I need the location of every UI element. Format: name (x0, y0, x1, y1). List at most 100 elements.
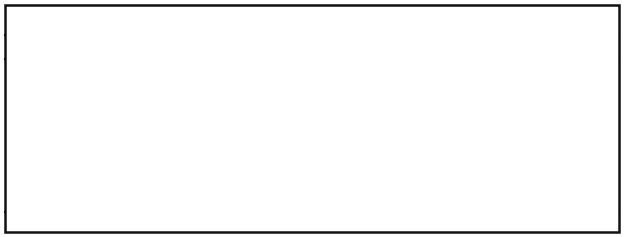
FancyBboxPatch shape (332, 136, 432, 151)
Text: 5.0%: 5.0% (187, 92, 212, 102)
Text: USD/CNH: USD/CNH (19, 199, 71, 209)
Text: 1.2743: 1.2743 (100, 123, 134, 133)
FancyBboxPatch shape (5, 105, 619, 120)
Text: 4.3%: 4.3% (187, 199, 212, 209)
Text: 10.5%: 10.5% (183, 153, 215, 164)
FancyBboxPatch shape (332, 75, 432, 90)
Text: 7.3%: 7.3% (187, 123, 212, 133)
Text: 1.3198 - 1.3406: 1.3198 - 1.3406 (529, 77, 608, 87)
Text: Implied Range: Implied Range (529, 42, 610, 52)
Text: 104.25: 104.25 (100, 92, 134, 102)
Text: USD/MXN: USD/MXN (18, 184, 72, 194)
FancyBboxPatch shape (5, 5, 619, 36)
Text: Implied Volatility: Implied Volatility (151, 42, 248, 52)
Text: Data Source: Bloomberg: Data Source: Bloomberg (514, 218, 612, 227)
FancyBboxPatch shape (5, 120, 619, 136)
Text: 1.2098 - 1.2182: 1.2098 - 1.2182 (529, 62, 609, 72)
FancyBboxPatch shape (332, 120, 432, 136)
Text: +/- 0.0148: +/- 0.0148 (449, 199, 502, 209)
Text: US DOLLAR IMPLIED VOLATILITY (OVERNIGHT): US DOLLAR IMPLIED VOLATILITY (OVERNIGHT) (139, 14, 485, 27)
Text: 0.7096: 0.7096 (100, 153, 134, 164)
FancyBboxPatch shape (332, 181, 432, 196)
Text: 14.5%: 14.5% (275, 184, 306, 194)
FancyBboxPatch shape (5, 151, 619, 166)
Text: 0.7506 - 0.7566: 0.7506 - 0.7566 (529, 138, 609, 148)
Text: +/- 0.1590: +/- 0.1590 (449, 184, 502, 194)
Text: 15.0%: 15.0% (183, 77, 215, 87)
FancyBboxPatch shape (5, 59, 619, 75)
Text: 1.3302: 1.3302 (100, 77, 134, 87)
Text: GBP/USD: GBP/USD (20, 77, 70, 87)
FancyBboxPatch shape (332, 59, 432, 75)
Text: 6.5%: 6.5% (187, 108, 212, 118)
Text: Created by: Rich Dvorak, Analyst for DailyFX: Created by: Rich Dvorak, Analyst for Dai… (12, 218, 191, 227)
Text: 1.2140: 1.2140 (100, 62, 134, 72)
Text: Percentile (12M): Percentile (12M) (335, 42, 429, 52)
Text: +/- 0.0049: +/- 0.0049 (449, 123, 502, 133)
Text: 0.7057 - 0.7135: 0.7057 - 0.7135 (529, 153, 609, 164)
Text: 19.852 - 20.170: 19.852 - 20.170 (529, 184, 609, 194)
Text: +/- 0.0443: +/- 0.0443 (449, 169, 502, 179)
Text: Currency Pair: Currency Pair (7, 42, 83, 52)
Text: 7.5%: 7.5% (187, 138, 212, 148)
Text: USD/JPY: USD/JPY (22, 92, 67, 102)
Text: 5.5%: 5.5% (278, 199, 303, 209)
Text: 61.9%: 61.9% (366, 169, 398, 179)
Text: +/- 0.0104: +/- 0.0104 (449, 77, 502, 87)
Text: AUD/USD: AUD/USD (19, 138, 71, 148)
Text: 9.4%: 9.4% (278, 169, 303, 179)
FancyBboxPatch shape (5, 166, 619, 181)
Text: 54.3%: 54.3% (366, 153, 398, 164)
Text: 8.3965 - 8.4851: 8.3965 - 8.4851 (529, 169, 608, 179)
Text: USD/CAD: USD/CAD (20, 123, 70, 133)
FancyBboxPatch shape (5, 36, 619, 59)
FancyBboxPatch shape (5, 136, 619, 151)
FancyBboxPatch shape (5, 5, 619, 232)
Text: +/- 0.2700: +/- 0.2700 (449, 92, 502, 102)
Text: 91.6%: 91.6% (366, 77, 398, 87)
Text: 9.7%: 9.7% (278, 153, 303, 164)
FancyBboxPatch shape (332, 105, 432, 120)
FancyBboxPatch shape (332, 90, 432, 105)
Text: 20.5%: 20.5% (366, 138, 398, 148)
Text: 6.1%: 6.1% (278, 108, 303, 118)
FancyBboxPatch shape (332, 166, 432, 181)
Text: +/- 0.0039: +/- 0.0039 (449, 153, 502, 164)
Text: 6.5225 - 6.5521: 6.5225 - 6.5521 (529, 199, 609, 209)
Text: 64.6%: 64.6% (366, 123, 398, 133)
FancyBboxPatch shape (5, 75, 619, 90)
Text: 11.9%: 11.9% (275, 77, 306, 87)
Text: Implied Move: Implied Move (437, 42, 514, 52)
Text: 0.8859: 0.8859 (100, 108, 134, 118)
Text: USD/SEK: USD/SEK (21, 169, 69, 179)
Text: 12.9%: 12.9% (366, 199, 398, 209)
Text: +/- 0.0042: +/- 0.0042 (449, 62, 502, 72)
FancyBboxPatch shape (5, 90, 619, 105)
FancyBboxPatch shape (5, 181, 619, 196)
Text: 8.4408: 8.4408 (100, 169, 134, 179)
Text: 1.2694 - 1.2792: 1.2694 - 1.2792 (529, 123, 609, 133)
Text: Spot Price: Spot Price (88, 42, 146, 52)
Text: +/- 0.0030: +/- 0.0030 (449, 138, 502, 148)
FancyBboxPatch shape (5, 212, 619, 232)
Text: 0.8829 - 0.8889: 0.8829 - 0.8889 (529, 108, 608, 118)
Text: 54.7%: 54.7% (366, 108, 398, 118)
Text: 9.0%: 9.0% (278, 138, 303, 148)
Text: +/- 0.0030: +/- 0.0030 (449, 108, 502, 118)
Text: 20.011: 20.011 (100, 184, 134, 194)
Text: 0.7536: 0.7536 (100, 138, 134, 148)
Text: USD/CHF: USD/CHF (20, 108, 70, 118)
Text: 5.5%: 5.5% (278, 92, 303, 102)
Text: NZD/USD: NZD/USD (19, 153, 71, 164)
Text: 6.4%: 6.4% (278, 123, 303, 133)
FancyBboxPatch shape (332, 196, 432, 212)
Text: 32.3%: 32.3% (366, 92, 398, 102)
FancyBboxPatch shape (332, 151, 432, 166)
Text: 44.8%: 44.8% (366, 62, 397, 72)
Text: 6.6%: 6.6% (187, 62, 212, 72)
Text: 6.5373: 6.5373 (100, 199, 134, 209)
Text: Average (20D): Average (20D) (250, 42, 331, 52)
Text: 6.4%: 6.4% (278, 62, 303, 72)
Text: EUR/USD: EUR/USD (20, 62, 70, 72)
Text: 10.0%: 10.0% (183, 169, 215, 179)
